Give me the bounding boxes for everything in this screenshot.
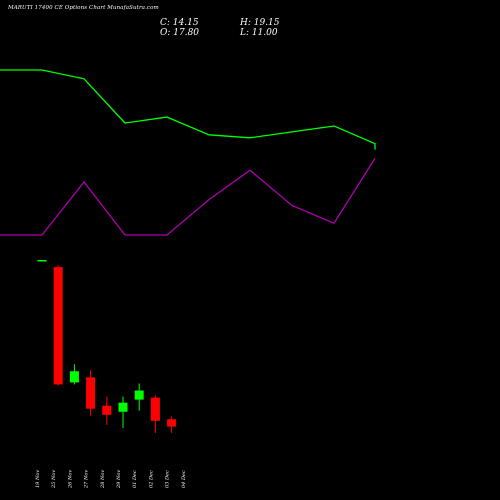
x-tick-label: 29 Nov — [116, 470, 122, 489]
x-tick-label: 25 Nov — [51, 470, 57, 489]
x-tick-label: 26 Nov — [67, 470, 73, 489]
x-tick-label: 03 Dec — [165, 470, 171, 488]
chart-title: MARUTI 17400 CE Options Chart MunafaSutr… — [8, 5, 159, 11]
high-value: H: 19.15 — [240, 18, 280, 28]
candle-body — [118, 402, 128, 412]
candle-body — [53, 267, 63, 385]
x-tick-label: 01 Dec — [132, 470, 138, 488]
indicator-lines — [0, 69, 376, 236]
x-tick-label: 27 Nov — [84, 470, 90, 489]
candle-body — [69, 371, 79, 383]
low-value: L: 11.00 — [240, 28, 278, 38]
x-tick-label: 02 Dec — [148, 470, 154, 488]
candle-body — [167, 419, 177, 427]
candle-body — [134, 390, 144, 400]
candlesticks — [37, 260, 177, 433]
magenta-line — [0, 158, 376, 236]
green-line — [0, 69, 376, 150]
candle-body — [150, 397, 160, 421]
x-tick-label: 28 Nov — [100, 470, 106, 489]
close-value: C: 14.15 — [160, 18, 199, 28]
candle-body — [86, 377, 96, 409]
x-tick-label: 04 Dec — [181, 470, 187, 488]
open-value: O: 17.80 — [160, 28, 200, 38]
x-axis-labels: 19 Nov 25 Nov 26 Nov 27 Nov 28 Nov 29 Nov 01 D… — [35, 470, 187, 489]
candle-body — [102, 405, 112, 415]
candle-body — [37, 260, 47, 262]
x-tick-label: 19 Nov — [35, 470, 41, 488]
